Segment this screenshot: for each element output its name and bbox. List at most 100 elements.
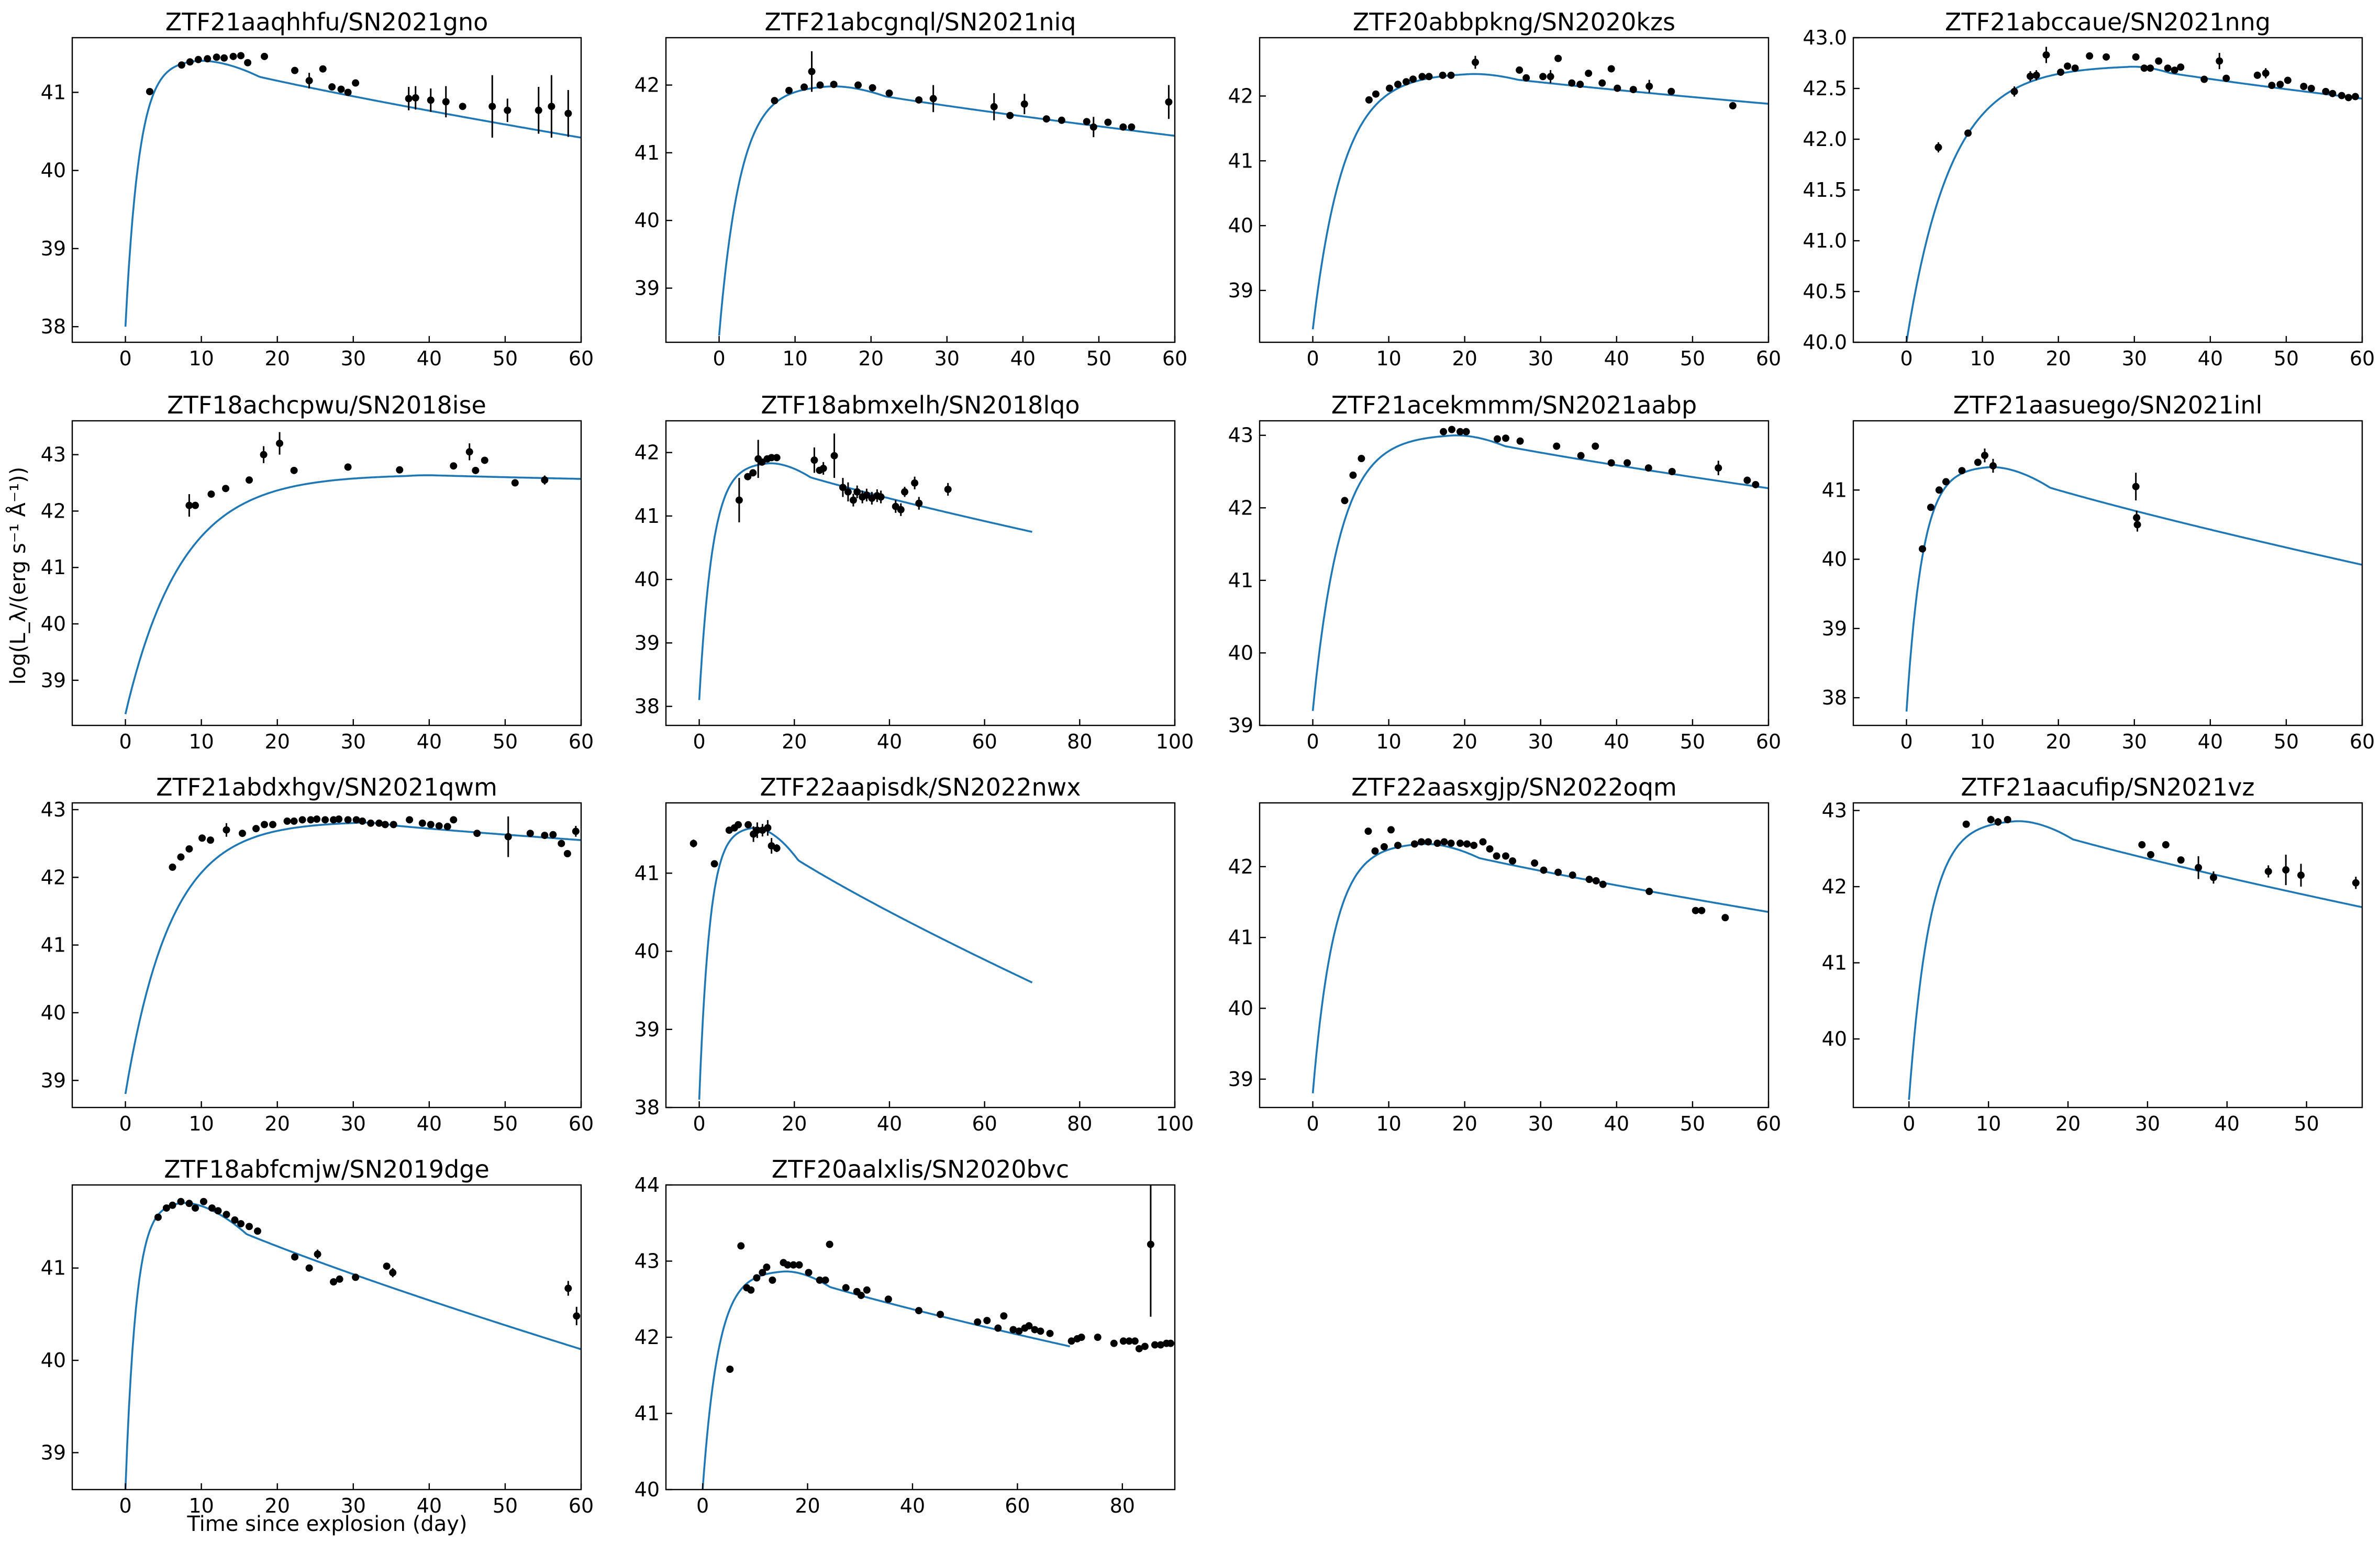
- data-point: [853, 488, 861, 496]
- model-curve: [718, 85, 1175, 336]
- light-curve-panel: ZTF21abdxhgv/SN2021qwm 0 10 20 30 40 50 60 39 40 4…: [41, 773, 594, 1135]
- x-tick-label: 40: [2198, 730, 2223, 753]
- data-point: [1667, 87, 1675, 95]
- x-tick-label: 20: [2055, 1112, 2081, 1135]
- data-point: [805, 1269, 813, 1277]
- data-point: [442, 98, 450, 106]
- light-curve-panel: ZTF20aalxlis/SN2020bvc 0 20 40 60 80 40 41 42 43 4…: [635, 1155, 1176, 1517]
- y-tick-label: 40: [41, 612, 66, 635]
- data-point: [2064, 62, 2072, 70]
- data-point: [753, 826, 761, 834]
- data-point: [405, 95, 413, 103]
- y-tick-label: 41: [635, 861, 660, 885]
- data-point: [450, 462, 458, 470]
- data-point: [563, 850, 571, 857]
- x-tick-label: 20: [265, 730, 290, 753]
- data-point: [1147, 1240, 1154, 1248]
- x-tick-label: 50: [1086, 347, 1111, 370]
- x-tick-label: 40: [1604, 730, 1629, 753]
- data-point: [1000, 1312, 1008, 1320]
- data-point: [1927, 504, 1934, 511]
- data-point: [789, 1261, 797, 1269]
- data-point: [2344, 94, 2352, 102]
- model-curve: [1905, 466, 2362, 712]
- data-point: [2162, 841, 2170, 849]
- y-tick-label: 40.0: [1803, 331, 1847, 354]
- x-tick-label: 80: [1110, 1494, 1135, 1517]
- data-point: [2027, 72, 2034, 80]
- x-tick-label: 30: [1528, 1112, 1553, 1135]
- x-tick-label: 0: [1306, 347, 1319, 370]
- data-point: [1509, 857, 1517, 865]
- data-point: [177, 853, 185, 861]
- data-point: [1576, 81, 1584, 88]
- data-point: [901, 488, 909, 496]
- data-point: [1077, 1334, 1085, 1341]
- data-point: [558, 840, 565, 847]
- panel-frame: [665, 420, 1176, 726]
- x-tick-label: 40: [1604, 347, 1629, 370]
- data-point: [535, 106, 542, 114]
- data-point: [773, 454, 781, 462]
- data-point: [1743, 476, 1751, 484]
- y-tick-label: 42: [41, 499, 66, 522]
- x-tick-label: 30: [2135, 1112, 2160, 1135]
- data-point: [313, 815, 321, 823]
- x-tick-label: 50: [2274, 730, 2299, 753]
- data-point: [1440, 428, 1448, 435]
- data-point: [1448, 426, 1456, 433]
- data-point: [854, 81, 862, 89]
- data-point: [857, 1291, 865, 1299]
- data-point: [2138, 841, 2146, 849]
- light-curve-panel: ZTF21aacufip/SN2021vz 0 10 20 30 40 50 40 41 42 43: [1822, 773, 2363, 1135]
- panel-frame: [1259, 37, 1770, 343]
- x-tick-label: 10: [1376, 1112, 1401, 1135]
- y-tick-label: 38: [635, 1096, 660, 1119]
- data-point: [1046, 1329, 1054, 1337]
- x-tick-label: 30: [1528, 347, 1553, 370]
- data-point: [261, 821, 269, 829]
- data-point: [472, 466, 480, 474]
- x-tick-label: 10: [1376, 347, 1401, 370]
- x-tick-label: 30: [341, 1112, 366, 1135]
- data-point: [816, 1276, 824, 1284]
- y-tick-label: 42: [1228, 496, 1253, 519]
- data-point: [2282, 866, 2290, 874]
- data-point: [2103, 53, 2110, 61]
- data-point: [737, 1242, 745, 1250]
- data-point: [1425, 838, 1432, 846]
- data-point: [816, 81, 824, 89]
- y-tick-label: 39: [41, 1069, 66, 1092]
- data-point: [1349, 471, 1357, 479]
- x-tick-label: 50: [493, 730, 518, 753]
- y-tick-label: 41: [1228, 149, 1253, 172]
- panel-title: ZTF18achcpwu/SN2018ise: [167, 391, 486, 419]
- data-point: [1585, 70, 1593, 77]
- data-point: [800, 83, 808, 91]
- panel-title: ZTF21aaqhhfu/SN2021gno: [165, 8, 488, 36]
- x-tick-label: 30: [341, 347, 366, 370]
- data-point: [2209, 874, 2217, 881]
- data-point: [352, 1273, 360, 1281]
- data-point: [214, 1207, 222, 1215]
- data-point: [2010, 87, 2018, 95]
- data-point: [1715, 464, 1722, 472]
- x-tick-label: 80: [1067, 730, 1092, 753]
- data-point: [1402, 78, 1410, 86]
- data-point: [246, 1223, 253, 1230]
- y-tick-label: 40: [1228, 214, 1253, 237]
- data-point: [298, 816, 306, 824]
- y-tick-label: 39: [635, 277, 660, 300]
- data-point: [1472, 59, 1480, 66]
- data-point: [443, 823, 451, 831]
- data-point: [541, 832, 549, 840]
- x-tick-label: 40: [417, 1112, 442, 1135]
- data-point: [1522, 74, 1530, 82]
- data-point: [572, 827, 580, 835]
- data-point: [1981, 452, 1988, 460]
- panel-title: ZTF21abccaue/SN2021nng: [1945, 8, 2271, 36]
- data-point: [307, 816, 315, 824]
- data-point: [177, 1198, 185, 1205]
- data-point: [1962, 820, 1970, 828]
